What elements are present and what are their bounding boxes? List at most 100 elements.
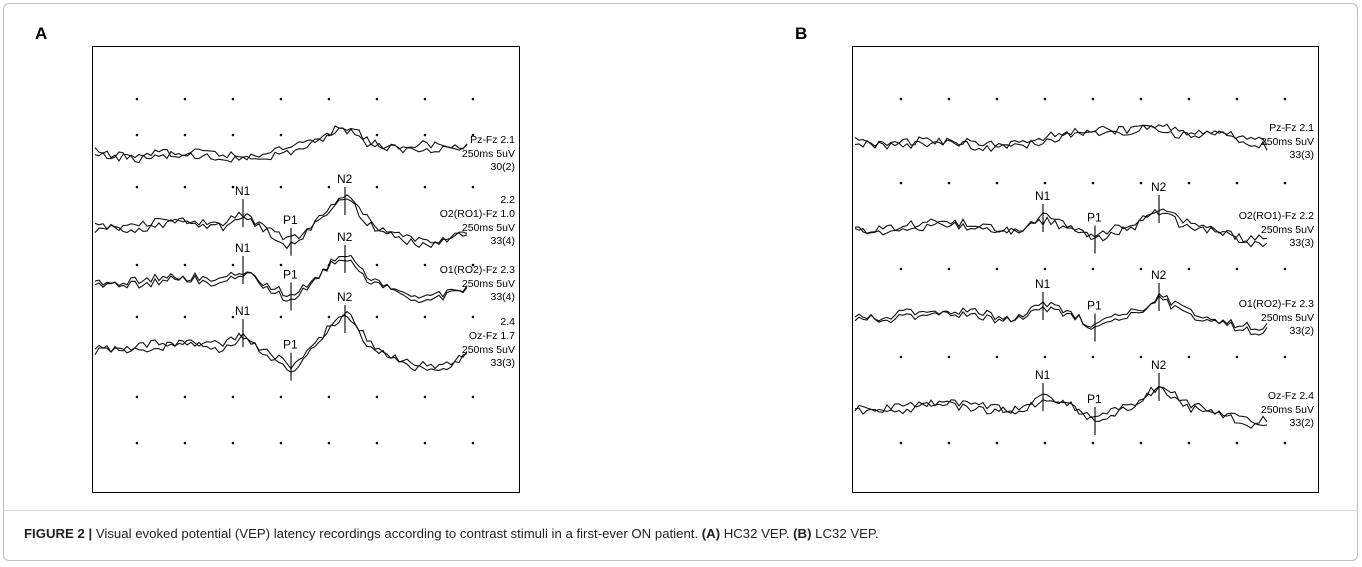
peak-label-p1: P1 [1087, 211, 1102, 225]
trace-waveform-3-2 [854, 292, 1268, 336]
trace-count-label: 33(2) [1289, 325, 1314, 337]
peak-label-n2: N2 [1151, 268, 1167, 282]
grid-dot [279, 97, 283, 101]
peak-label-n1: N1 [1035, 368, 1051, 382]
caption-a-label: (A) [701, 526, 721, 541]
grid-dot [375, 97, 379, 101]
grid-dot [279, 441, 283, 445]
grid-dot [375, 263, 379, 267]
grid-dot [231, 97, 235, 101]
trace-waveform-4-2 [94, 314, 468, 370]
grid-dot [423, 395, 427, 399]
panel-a-letter: A [35, 24, 48, 43]
grid-dot [947, 355, 951, 359]
grid-dot [1043, 441, 1047, 445]
trace-channel-label: Pz-Fz 2.1 [1269, 122, 1314, 134]
trace-waveform-2-2 [854, 208, 1268, 248]
trace-channel-label: Oz-Fz 2.4 [1268, 390, 1314, 402]
grid-dot [899, 267, 903, 271]
grid-dot [1139, 181, 1143, 185]
grid-dot [423, 315, 427, 319]
grid-dot [279, 315, 283, 319]
peak-label-p1: P1 [1087, 299, 1102, 313]
peak-label-n1: N1 [235, 304, 251, 318]
peak-label-p1: P1 [283, 267, 298, 281]
caption-divider [4, 510, 1358, 511]
trace-channel-label: O2(RO1)-Fz 2.2 [1239, 210, 1314, 222]
grid-dot [471, 133, 475, 137]
grid-dot [183, 441, 187, 445]
trace-waveform-3-1 [854, 294, 1268, 331]
trace-count-label: 33(3) [1289, 237, 1314, 249]
caption-b-label: (B) [793, 526, 812, 541]
grid-dot [1187, 267, 1191, 271]
grid-dot [183, 185, 187, 189]
panel-b-letter: B [795, 24, 808, 43]
caption-b-text: LC32 VEP. [811, 526, 879, 541]
trace-extra-value: 2.4 [500, 316, 515, 328]
grid-dot [135, 441, 139, 445]
grid-dot [1091, 181, 1095, 185]
grid-dot [1235, 267, 1239, 271]
grid-dot [1091, 97, 1095, 101]
grid-dot [947, 267, 951, 271]
grid-dot [1187, 181, 1191, 185]
grid-dot [375, 441, 379, 445]
grid-dot [899, 441, 903, 445]
grid-dot [471, 97, 475, 101]
vep-plot-panel-a: Pz-Fz 2.1 250ms 5uV 30(2) N1 P1 N2 2.2 O2(RO1)-… [92, 46, 520, 493]
trace-waveform-1-1 [94, 125, 468, 164]
trace-count-label: 33(3) [490, 357, 515, 369]
grid-dot [327, 395, 331, 399]
grid-dot [279, 263, 283, 267]
grid-dot [1139, 267, 1143, 271]
trace-waveform-1-2 [94, 127, 468, 163]
trace-waveform-2-1 [854, 208, 1268, 242]
grid-dot [1091, 355, 1095, 359]
grid-dot [1187, 355, 1191, 359]
grid-dot [327, 97, 331, 101]
grid-dot [135, 185, 139, 189]
grid-dot [947, 181, 951, 185]
peak-label-n2: N2 [337, 230, 353, 244]
grid-dot [135, 315, 139, 319]
grid-dot [375, 395, 379, 399]
peak-label-n2: N2 [1151, 180, 1167, 194]
trace-scale-label: 250ms 5uV [1261, 224, 1314, 236]
trace-channel-label: O1(RO2)-Fz 2.3 [440, 264, 515, 276]
grid-dot [231, 395, 235, 399]
grid-dot [1235, 441, 1239, 445]
grid-dot [327, 441, 331, 445]
grid-dot [1139, 97, 1143, 101]
grid-dot [375, 133, 379, 137]
grid-dot [183, 395, 187, 399]
peak-label-n1: N1 [1035, 277, 1051, 291]
peak-label-n2: N2 [1151, 358, 1167, 372]
trace-channel-label: O2(RO1)-Fz 1.0 [440, 208, 515, 220]
trace-extra-value: 2.2 [500, 194, 515, 206]
grid-dot [423, 97, 427, 101]
grid-dot [231, 263, 235, 267]
grid-dot [327, 185, 331, 189]
grid-dot [135, 263, 139, 267]
grid-dot [947, 441, 951, 445]
grid-dot [1091, 441, 1095, 445]
grid-dot [231, 185, 235, 189]
grid-dot [995, 97, 999, 101]
grid-dot [1091, 267, 1095, 271]
peak-label-p1: P1 [1087, 392, 1102, 406]
peak-label-n2: N2 [337, 172, 353, 186]
grid-dot [1283, 97, 1287, 101]
grid-dot [1235, 355, 1239, 359]
grid-dot [423, 185, 427, 189]
trace-count-label: 30(2) [490, 161, 515, 173]
grid-dot [899, 97, 903, 101]
trace-waveform-4-2 [854, 386, 1268, 429]
trace-channel-label: Oz-Fz 1.7 [469, 330, 515, 342]
grid-dot [471, 185, 475, 189]
grid-dot [471, 315, 475, 319]
trace-count-label: 33(4) [490, 235, 515, 247]
grid-dot [279, 133, 283, 137]
caption-main-text: Visual evoked potential (VEP) latency re… [92, 526, 702, 541]
